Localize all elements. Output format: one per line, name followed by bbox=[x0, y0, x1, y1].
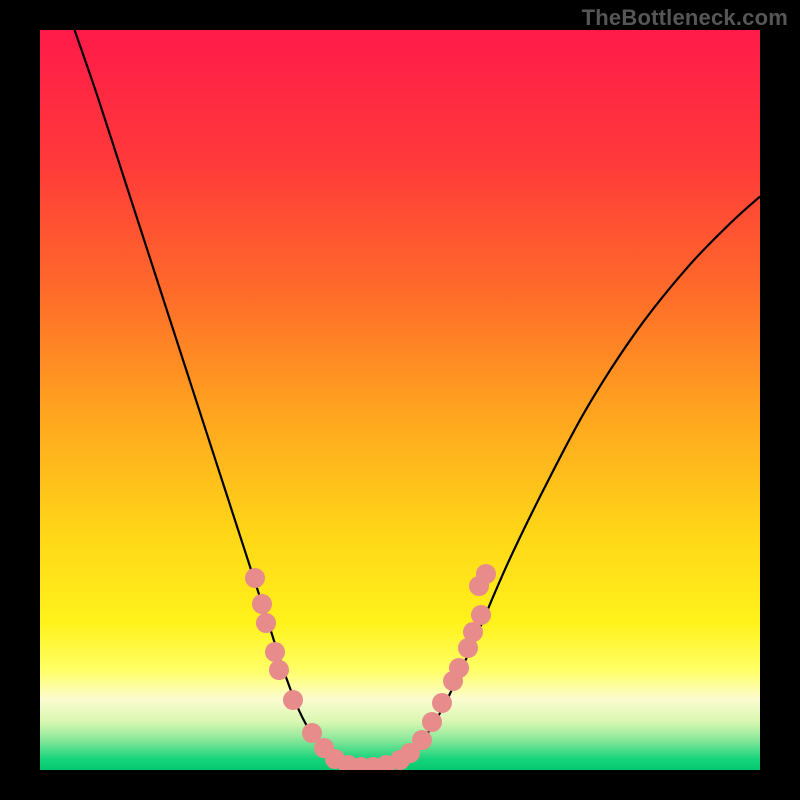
curve-marker bbox=[256, 613, 276, 633]
chart-frame: TheBottleneck.com bbox=[0, 0, 800, 800]
curve-marker bbox=[265, 642, 285, 662]
curve-marker bbox=[283, 690, 303, 710]
marker-layer bbox=[40, 30, 760, 770]
plot-area bbox=[40, 30, 760, 770]
curve-marker bbox=[449, 658, 469, 678]
curve-marker bbox=[269, 660, 289, 680]
curve-marker bbox=[463, 622, 483, 642]
curve-marker bbox=[252, 594, 272, 614]
curve-marker bbox=[471, 605, 491, 625]
curve-marker bbox=[422, 712, 442, 732]
curve-marker bbox=[245, 568, 265, 588]
curve-marker bbox=[432, 693, 452, 713]
curve-marker bbox=[476, 564, 496, 584]
watermark-text: TheBottleneck.com bbox=[582, 5, 788, 31]
curve-marker bbox=[412, 730, 432, 750]
